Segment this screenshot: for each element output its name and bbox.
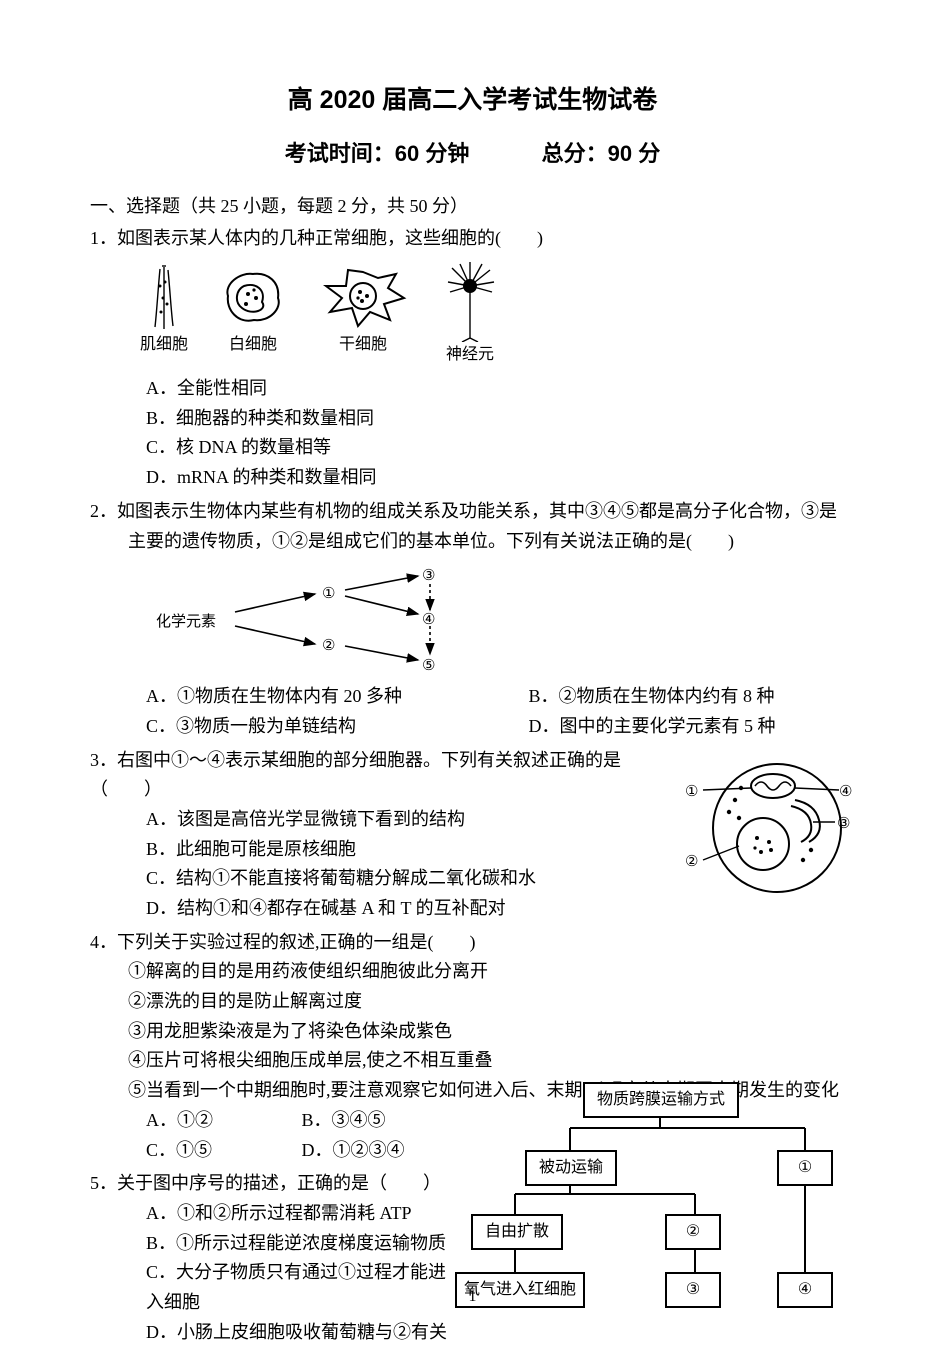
neuron-icon <box>438 262 502 342</box>
q2-opt-d: D．图中的主要化学元素有 5 种 <box>473 712 856 742</box>
q5-passive-box: 被动运输 <box>525 1150 617 1186</box>
q5-num: 5． <box>90 1173 117 1193</box>
q2-stem1: 如图表示生物体内某些有机物的组成关系及功能关系，其中③④⑤都是高分子化合物，③是 <box>117 501 837 521</box>
exam-time: 考试时间：60 分钟 <box>285 141 470 166</box>
q4-opt-b: B．③④⑤ <box>302 1106 458 1136</box>
section-1-header: 一、选择题（共 25 小题，每题 2 分，共 50 分） <box>90 192 855 218</box>
q4-i1: ①解离的目的是用药液使组织细胞彼此分离开 <box>128 957 855 987</box>
q4-num: 4． <box>90 932 117 952</box>
q1-cell-muscle: 肌细胞 <box>140 262 188 368</box>
q2-stem2: 主要的遗传物质，①②是组成它们的基本单位。下列有关说法正确的是( ) <box>90 527 855 557</box>
white-cell-icon <box>218 262 288 332</box>
q1-cell-stem: 干细胞 <box>318 262 408 368</box>
q3-l4: ④ <box>839 780 852 805</box>
q5-root-box: 物质跨膜运输方式 <box>583 1082 739 1118</box>
question-3: ① ② ③ ④ 3．右图中①～④表示某细胞的部分细胞器。下列有关叙述正确的是（ … <box>90 746 855 924</box>
page-title: 高 2020 届高二入学考试生物试卷 <box>90 80 855 116</box>
q1-opt-d: D．mRNA 的种类和数量相同 <box>146 463 855 493</box>
q5-stem: 关于图中序号的描述，正确的是（ ） <box>117 1173 441 1193</box>
q4-opt-c: C．①⑤ <box>146 1136 302 1166</box>
q2-opt-c: C．③物质一般为单链结构 <box>90 712 473 742</box>
q3-l3: ③ <box>837 812 850 837</box>
q5-free-box: 自由扩散 <box>471 1214 563 1250</box>
q2-opt-b: B．②物质在生物体内约有 8 种 <box>473 682 856 712</box>
exam-total: 总分：90 分 <box>542 141 661 166</box>
q1-cell-muscle-label: 肌细胞 <box>140 332 188 358</box>
q1-cell-white: 白细胞 <box>218 262 288 368</box>
q1-num: 1． <box>90 228 117 248</box>
q1-cell-white-label: 白细胞 <box>218 332 288 358</box>
q1-cell-neuron-label: 神经元 <box>438 342 502 368</box>
q1-opt-b: B．细胞器的种类和数量相同 <box>146 404 855 434</box>
q3-diagram: ① ② ③ ④ <box>685 750 855 900</box>
question-1: 1．如图表示某人体内的几种正常细胞，这些细胞的( ) <box>90 224 855 493</box>
stem-cell-icon <box>318 262 408 332</box>
q2-chem-label: 化学元素 <box>156 610 216 635</box>
q2-n1: ① <box>322 582 335 607</box>
question-4: 4．下列关于实验过程的叙述,正确的一组是( ) ①解离的目的是用药液使组织细胞彼… <box>90 928 855 1166</box>
exam-info: 考试时间：60 分钟 总分：90 分 <box>90 136 855 168</box>
q1-cell-stem-label: 干细胞 <box>318 332 408 358</box>
q4-opt-d: D．①②③④ <box>302 1136 458 1166</box>
q4-opt-a: A．①② <box>146 1106 302 1136</box>
q1-stem: 如图表示某人体内的几种正常细胞，这些细胞的( ) <box>117 228 543 248</box>
q4-opts-row2: C．①⑤ D．①②③④ <box>90 1136 457 1166</box>
q3-num: 3． <box>90 750 117 770</box>
q3-l1: ① <box>685 780 698 805</box>
q5-b1-box: ① <box>777 1150 833 1186</box>
q1-options: A．全能性相同 B．细胞器的种类和数量相同 C．核 DNA 的数量相等 D．mR… <box>90 374 855 493</box>
q1-cells-row: 肌细胞 白细胞 干细胞 <box>90 262 855 368</box>
q5-opt-d: D．小肠上皮细胞吸收葡萄糖与②有关 <box>146 1318 855 1347</box>
q2-opts-row1: A．①物质在生物体内有 20 多种 B．②物质在生物体内约有 8 种 <box>90 682 855 712</box>
q5-flowchart: 物质跨膜运输方式 被动运输 ① 自由扩散 ② 氧气进入红细胞 ③ ④ <box>465 1078 855 1308</box>
q4-stem: 下列关于实验过程的叙述,正确的一组是( ) <box>117 932 476 952</box>
q2-diagram: 化学元素 ① ② ③ ④ ⑤ <box>150 564 490 674</box>
q2-n3: ③ <box>422 564 435 589</box>
q1-cell-neuron: 神经元 <box>438 262 502 368</box>
muscle-cell-icon <box>140 262 188 332</box>
q3-l2: ② <box>685 850 698 875</box>
q2-n2: ② <box>322 634 335 659</box>
q2-opt-a: A．①物质在生物体内有 20 多种 <box>90 682 473 712</box>
q2-n5: ⑤ <box>422 654 435 679</box>
question-2: 2．如图表示生物体内某些有机物的组成关系及功能关系，其中③④⑤都是高分子化合物，… <box>90 497 855 742</box>
q2-num: 2． <box>90 501 117 521</box>
q2-n4: ④ <box>422 608 435 633</box>
q1-opt-a: A．全能性相同 <box>146 374 855 404</box>
q2-opts-row2: C．③物质一般为单链结构 D．图中的主要化学元素有 5 种 <box>90 712 855 742</box>
q1-opt-c: C．核 DNA 的数量相等 <box>146 433 855 463</box>
page-number: 1 <box>0 1288 945 1306</box>
q3-stem: 右图中①～④表示某细胞的部分细胞器。下列有关叙述正确的是（ ） <box>90 750 621 800</box>
q4-i3: ③用龙胆紫染液是为了将染色体染成紫色 <box>128 1017 855 1047</box>
q4-i4: ④压片可将根尖细胞压成单层,使之不相互重叠 <box>128 1046 855 1076</box>
q3-cell-svg <box>685 750 855 900</box>
q4-i2: ②漂洗的目的是防止解离过度 <box>128 987 855 1017</box>
q5-b2-box: ② <box>665 1214 721 1250</box>
q4-opts-row1: A．①② B．③④⑤ <box>90 1106 457 1136</box>
